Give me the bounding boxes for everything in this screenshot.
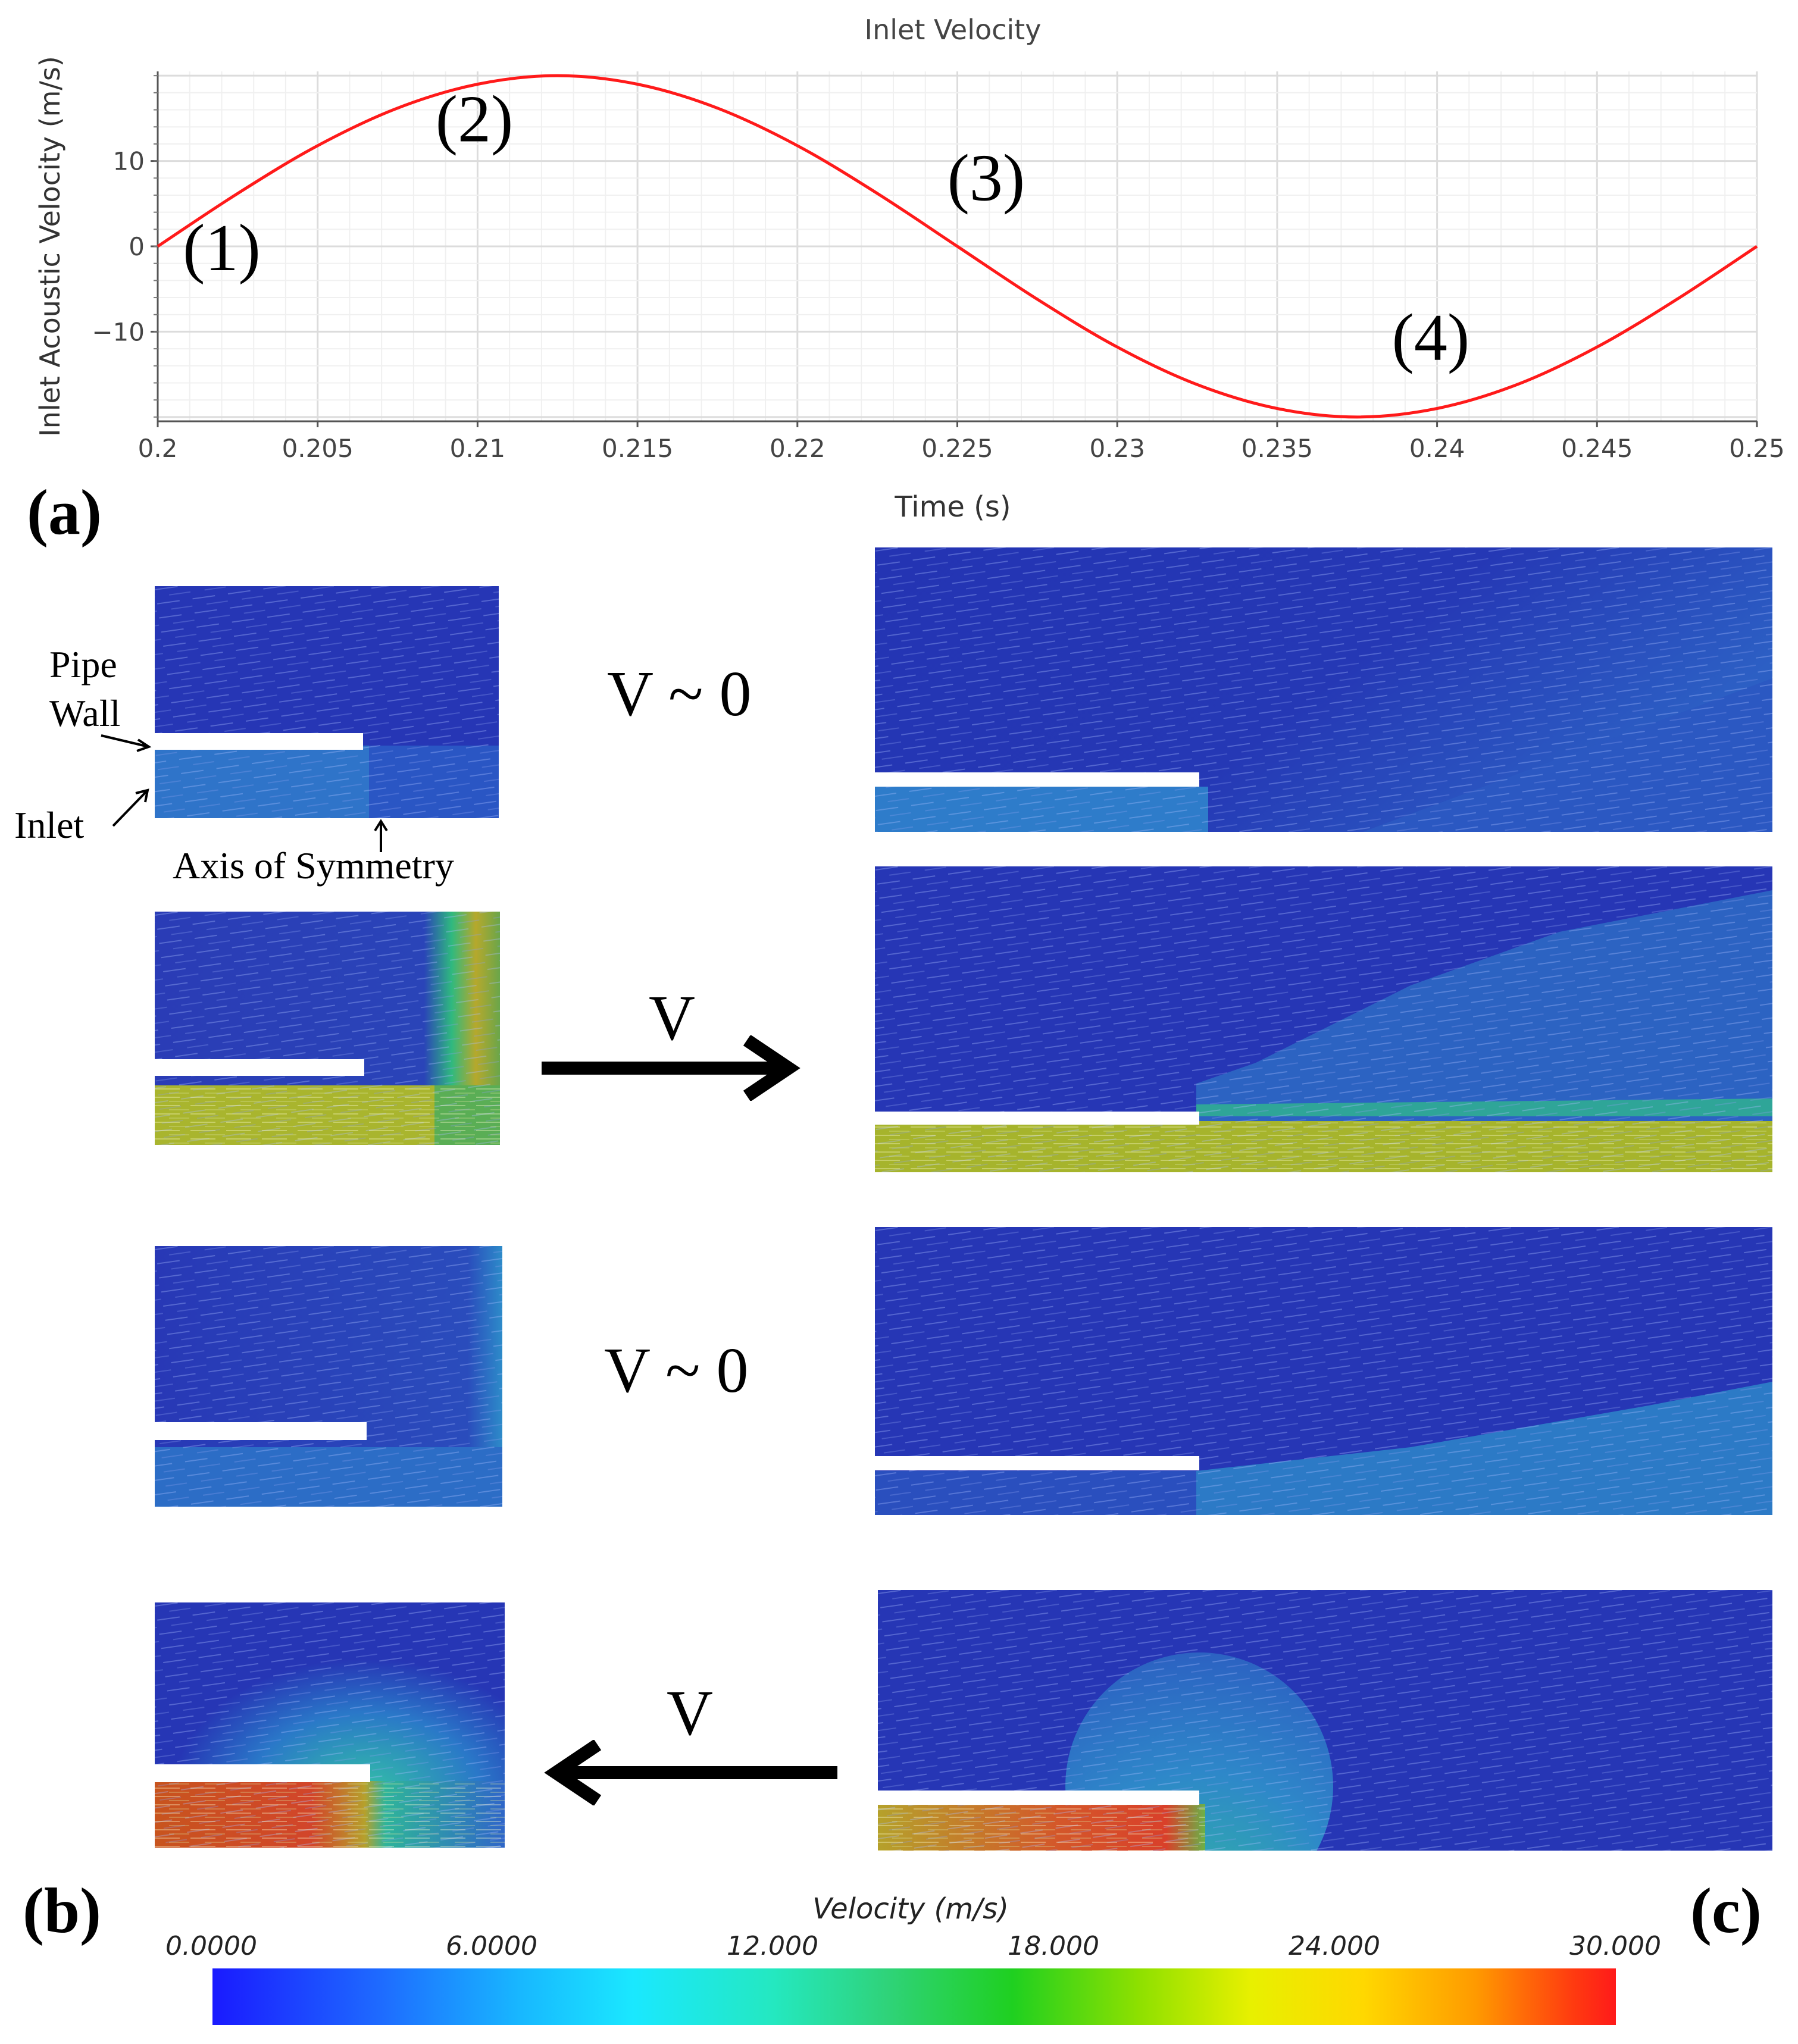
annotation-inlet: Inlet [14, 804, 85, 846]
x-tick-label: 0.205 [282, 434, 354, 463]
x-tick-label: 0.21 [450, 434, 506, 463]
chart-annotation-2: (2) [436, 83, 514, 156]
colorbar-tick-5: 30.000 [1569, 1931, 1661, 1961]
outflow-arrow [542, 1035, 800, 1101]
pipe-wall-b2 [155, 1059, 364, 1076]
x-tick-label: 0.215 [602, 434, 673, 463]
stage-label-rest-2: V ~ 0 [604, 1335, 749, 1406]
x-tick-label: 0.25 [1729, 434, 1785, 463]
field-b-stage1 [155, 586, 499, 818]
pipe-wall-b1 [155, 733, 363, 750]
wall-pointer-arrow [101, 734, 149, 748]
field-b-stage4 [155, 1602, 505, 1848]
inlet-velocity-chart: Inlet Velocity 0.2 0.205 0.21 0.215 0.22 0.22… [34, 14, 1785, 524]
colorbar-tick-3: 18.000 [1008, 1931, 1099, 1961]
chart-title: Inlet Velocity [865, 14, 1042, 46]
field-c-stage4 [878, 1590, 1772, 1851]
colorbar-tick-1: 6.0000 [446, 1931, 537, 1961]
y-tick-label: 10 [113, 147, 145, 176]
inlet-pointer-arrow [112, 789, 149, 827]
colorbar-title: Velocity (m/s) [812, 1892, 1009, 1926]
annotation-axis-of-symmetry: Axis of Symmetry [173, 844, 454, 887]
x-tick-label: 0.235 [1242, 434, 1313, 463]
x-tick-label: 0.24 [1409, 434, 1465, 463]
field-c-stage1 [875, 547, 1772, 832]
y-tick-label: 0 [129, 232, 145, 261]
x-tick-label: 0.225 [921, 434, 993, 463]
colorbar-tick-4: 24.000 [1289, 1931, 1380, 1961]
pipe-wall-c1 [875, 772, 1199, 787]
stage-label-outflow: V [649, 983, 695, 1054]
pipe-wall-b3 [155, 1422, 367, 1440]
inflow-arrow [544, 1740, 837, 1805]
annotation-wall: Wall [49, 692, 121, 734]
x-tick-label: 0.2 [138, 434, 178, 463]
colorbar-tick-0: 0.0000 [165, 1931, 257, 1961]
field-b-stage3 [155, 1246, 502, 1507]
annotation-pipe: Pipe [49, 643, 117, 685]
series-line-inlet-velocity [157, 74, 1758, 419]
x-tick-label: 0.22 [770, 434, 825, 463]
field-c-stage3 [875, 1227, 1772, 1515]
x-axis-label: Time (s) [894, 490, 1011, 524]
x-tick-label: 0.23 [1089, 434, 1145, 463]
pipe-wall-c2 [875, 1112, 1199, 1125]
annotation-arrows [101, 734, 388, 852]
field-b-stage2 [155, 912, 500, 1145]
x-tick-label: 0.245 [1561, 434, 1633, 463]
colorbar-tick-2: 12.000 [727, 1931, 818, 1961]
panel-label-b: (b) [23, 1876, 101, 1946]
panel-label-c: (c) [1690, 1876, 1762, 1946]
chart-annotation-4: (4) [1392, 301, 1470, 375]
stage-label-inflow: V [667, 1678, 713, 1749]
panel-label-a: (a) [27, 477, 102, 548]
y-tick-label: −10 [92, 317, 145, 346]
stage-label-rest-1: V ~ 0 [607, 659, 752, 730]
chart-gridlines [157, 71, 1758, 421]
y-axis-label: Inlet Acoustic Velocity (m/s) [34, 56, 66, 437]
field-c-stage2 [875, 866, 1772, 1172]
chart-annotation-1: (1) [183, 211, 261, 285]
pipe-wall-c4 [878, 1791, 1199, 1805]
pipe-wall-b4 [155, 1764, 370, 1782]
colorbar [212, 1968, 1616, 2025]
pipe-wall-c3 [875, 1456, 1199, 1470]
chart-annotation-3: (3) [948, 142, 1025, 215]
